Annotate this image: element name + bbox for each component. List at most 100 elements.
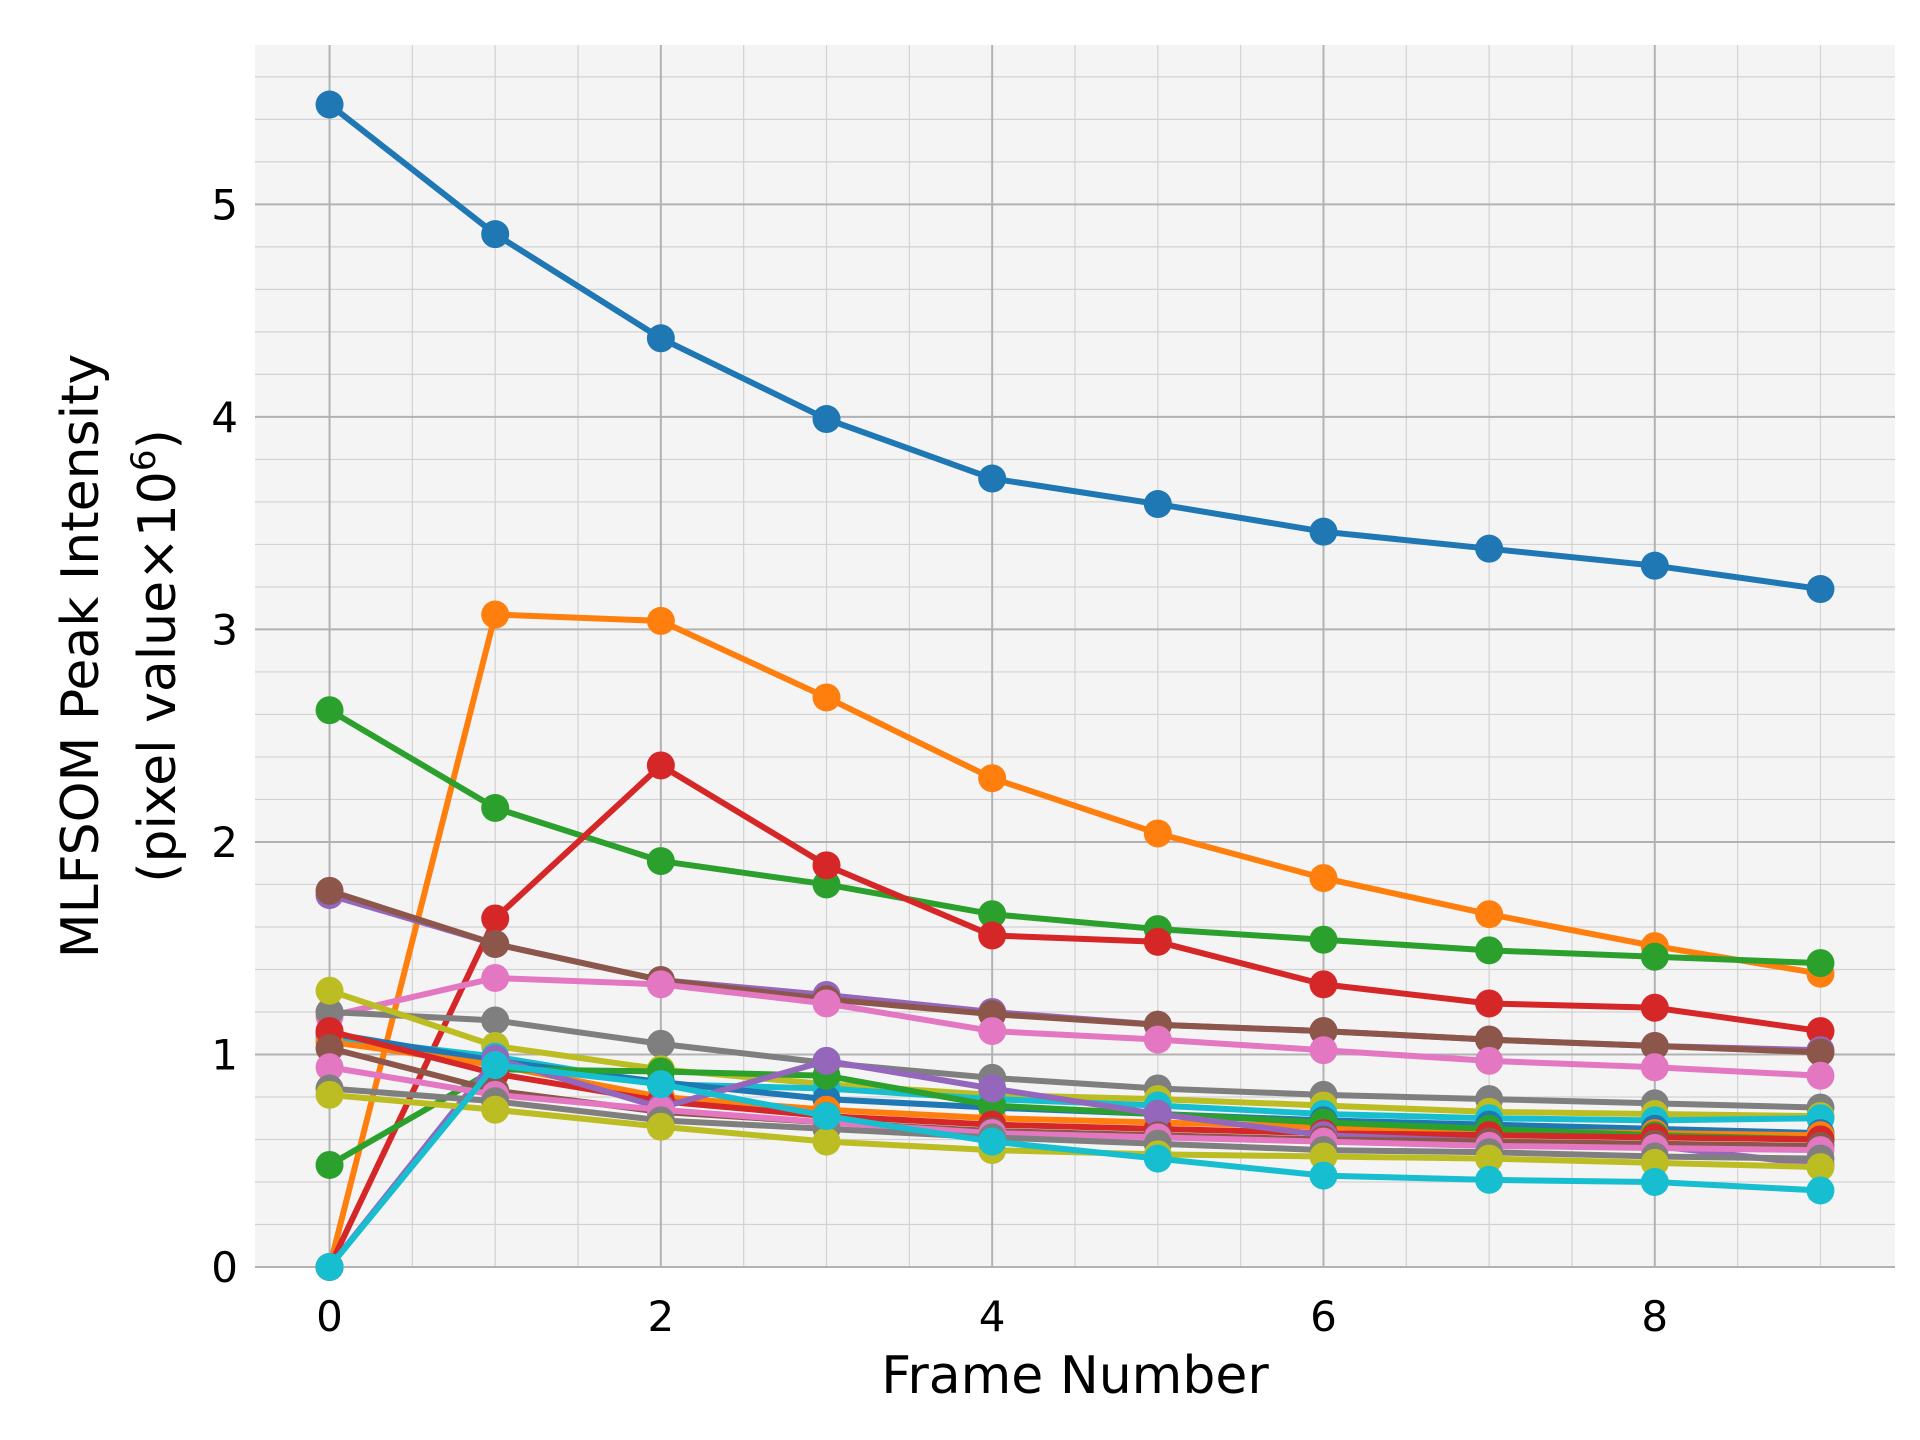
data-point (481, 1006, 510, 1035)
data-point (1640, 1031, 1669, 1060)
data-point (646, 1070, 675, 1099)
data-point (646, 606, 675, 635)
data-point (315, 997, 344, 1026)
data-point (1143, 1025, 1172, 1054)
data-point (1475, 1025, 1504, 1054)
data-point (1640, 993, 1669, 1022)
data-point (646, 751, 675, 780)
series-2 (315, 600, 1835, 1281)
data-point (481, 220, 510, 249)
data-point (315, 1053, 344, 1082)
data-point (646, 1029, 675, 1058)
data-point (1806, 1176, 1835, 1205)
data-point (812, 1102, 841, 1131)
data-point (1640, 1053, 1669, 1082)
x-tick-label: 4 (979, 1292, 1006, 1341)
data-point (1143, 1144, 1172, 1173)
y-axis-units-exponent: 6 (124, 449, 164, 471)
data-point (1640, 1167, 1669, 1196)
data-point (315, 876, 344, 905)
series-line (326, 1008, 1824, 1111)
data-point (481, 929, 510, 958)
series-line (326, 1064, 1824, 1154)
y-tick-label: 2 (211, 818, 238, 867)
x-tick-label: 0 (316, 1292, 343, 1341)
series-line (326, 1028, 1824, 1143)
data-point (646, 324, 675, 353)
data-point (812, 683, 841, 712)
series-line (326, 1085, 1824, 1162)
data-point (1806, 1038, 1835, 1067)
y-tick-labels: 0 1 2 3 4 5 (211, 180, 238, 1292)
x-tick-label: 2 (647, 1292, 674, 1341)
data-point (1309, 925, 1338, 954)
data-point (978, 1017, 1007, 1046)
data-point (1475, 1165, 1504, 1194)
x-tick-labels: 0 2 4 6 8 (316, 1292, 1668, 1341)
data-point (646, 847, 675, 876)
data-point (1640, 551, 1669, 580)
data-point (481, 1051, 510, 1080)
data-point (315, 696, 344, 725)
y-axis-units-prefix: (pixel value×10 (128, 471, 188, 883)
series-20 (315, 1051, 1835, 1281)
y-tick-label: 3 (211, 605, 238, 654)
data-point (978, 464, 1007, 493)
series-3 (315, 696, 1835, 978)
data-point (978, 900, 1007, 929)
data-point (1309, 1017, 1338, 1046)
y-tick-label: 0 (211, 1243, 238, 1292)
series-line (326, 762, 1824, 1270)
data-point (1309, 517, 1338, 546)
data-point (1309, 1142, 1338, 1171)
y-tick-label: 5 (211, 180, 238, 229)
data-point (1806, 949, 1835, 978)
data-point (481, 793, 510, 822)
data-point (1640, 942, 1669, 971)
data-point (1143, 927, 1172, 956)
data-point (315, 90, 344, 119)
data-point (1475, 1046, 1504, 1075)
data-point (1806, 575, 1835, 604)
data-point (1309, 864, 1338, 893)
data-point (481, 963, 510, 992)
data-point (1475, 534, 1504, 563)
series-1 (315, 90, 1835, 604)
series-line (326, 887, 1824, 1056)
data-point (978, 764, 1007, 793)
y-axis-label-units: (pixel value×106) (124, 429, 188, 883)
data-point (315, 1253, 344, 1281)
data-point (978, 1074, 1007, 1103)
data-point (646, 1112, 675, 1141)
data-point (1640, 1148, 1669, 1177)
series-line (326, 987, 1824, 1120)
series-line (326, 1066, 1824, 1168)
data-point (1475, 936, 1504, 965)
data-point (646, 970, 675, 999)
data-point (1143, 819, 1172, 848)
series-line (326, 974, 1824, 1079)
data-point (1475, 989, 1504, 1018)
data-point (978, 1127, 1007, 1156)
y-tick-label: 4 (211, 393, 238, 442)
data-point (315, 1080, 344, 1109)
data-point (481, 600, 510, 629)
y-axis-units-suffix: ) (128, 429, 188, 449)
series-line (326, 707, 1824, 967)
data-point (1143, 1099, 1172, 1128)
data-point (812, 851, 841, 880)
data-point (315, 1150, 344, 1179)
data-point (1806, 1153, 1835, 1182)
data-point (1475, 900, 1504, 929)
data-point (812, 989, 841, 1018)
series-line (326, 611, 1824, 1270)
data-point (1309, 970, 1338, 999)
data-point (812, 870, 841, 899)
data-point (812, 1127, 841, 1156)
data-point (812, 405, 841, 434)
data-point (481, 904, 510, 933)
data-point (315, 976, 344, 1005)
data-point (1806, 1017, 1835, 1046)
y-axis-label: MLFSOM Peak Intensity (51, 354, 111, 959)
